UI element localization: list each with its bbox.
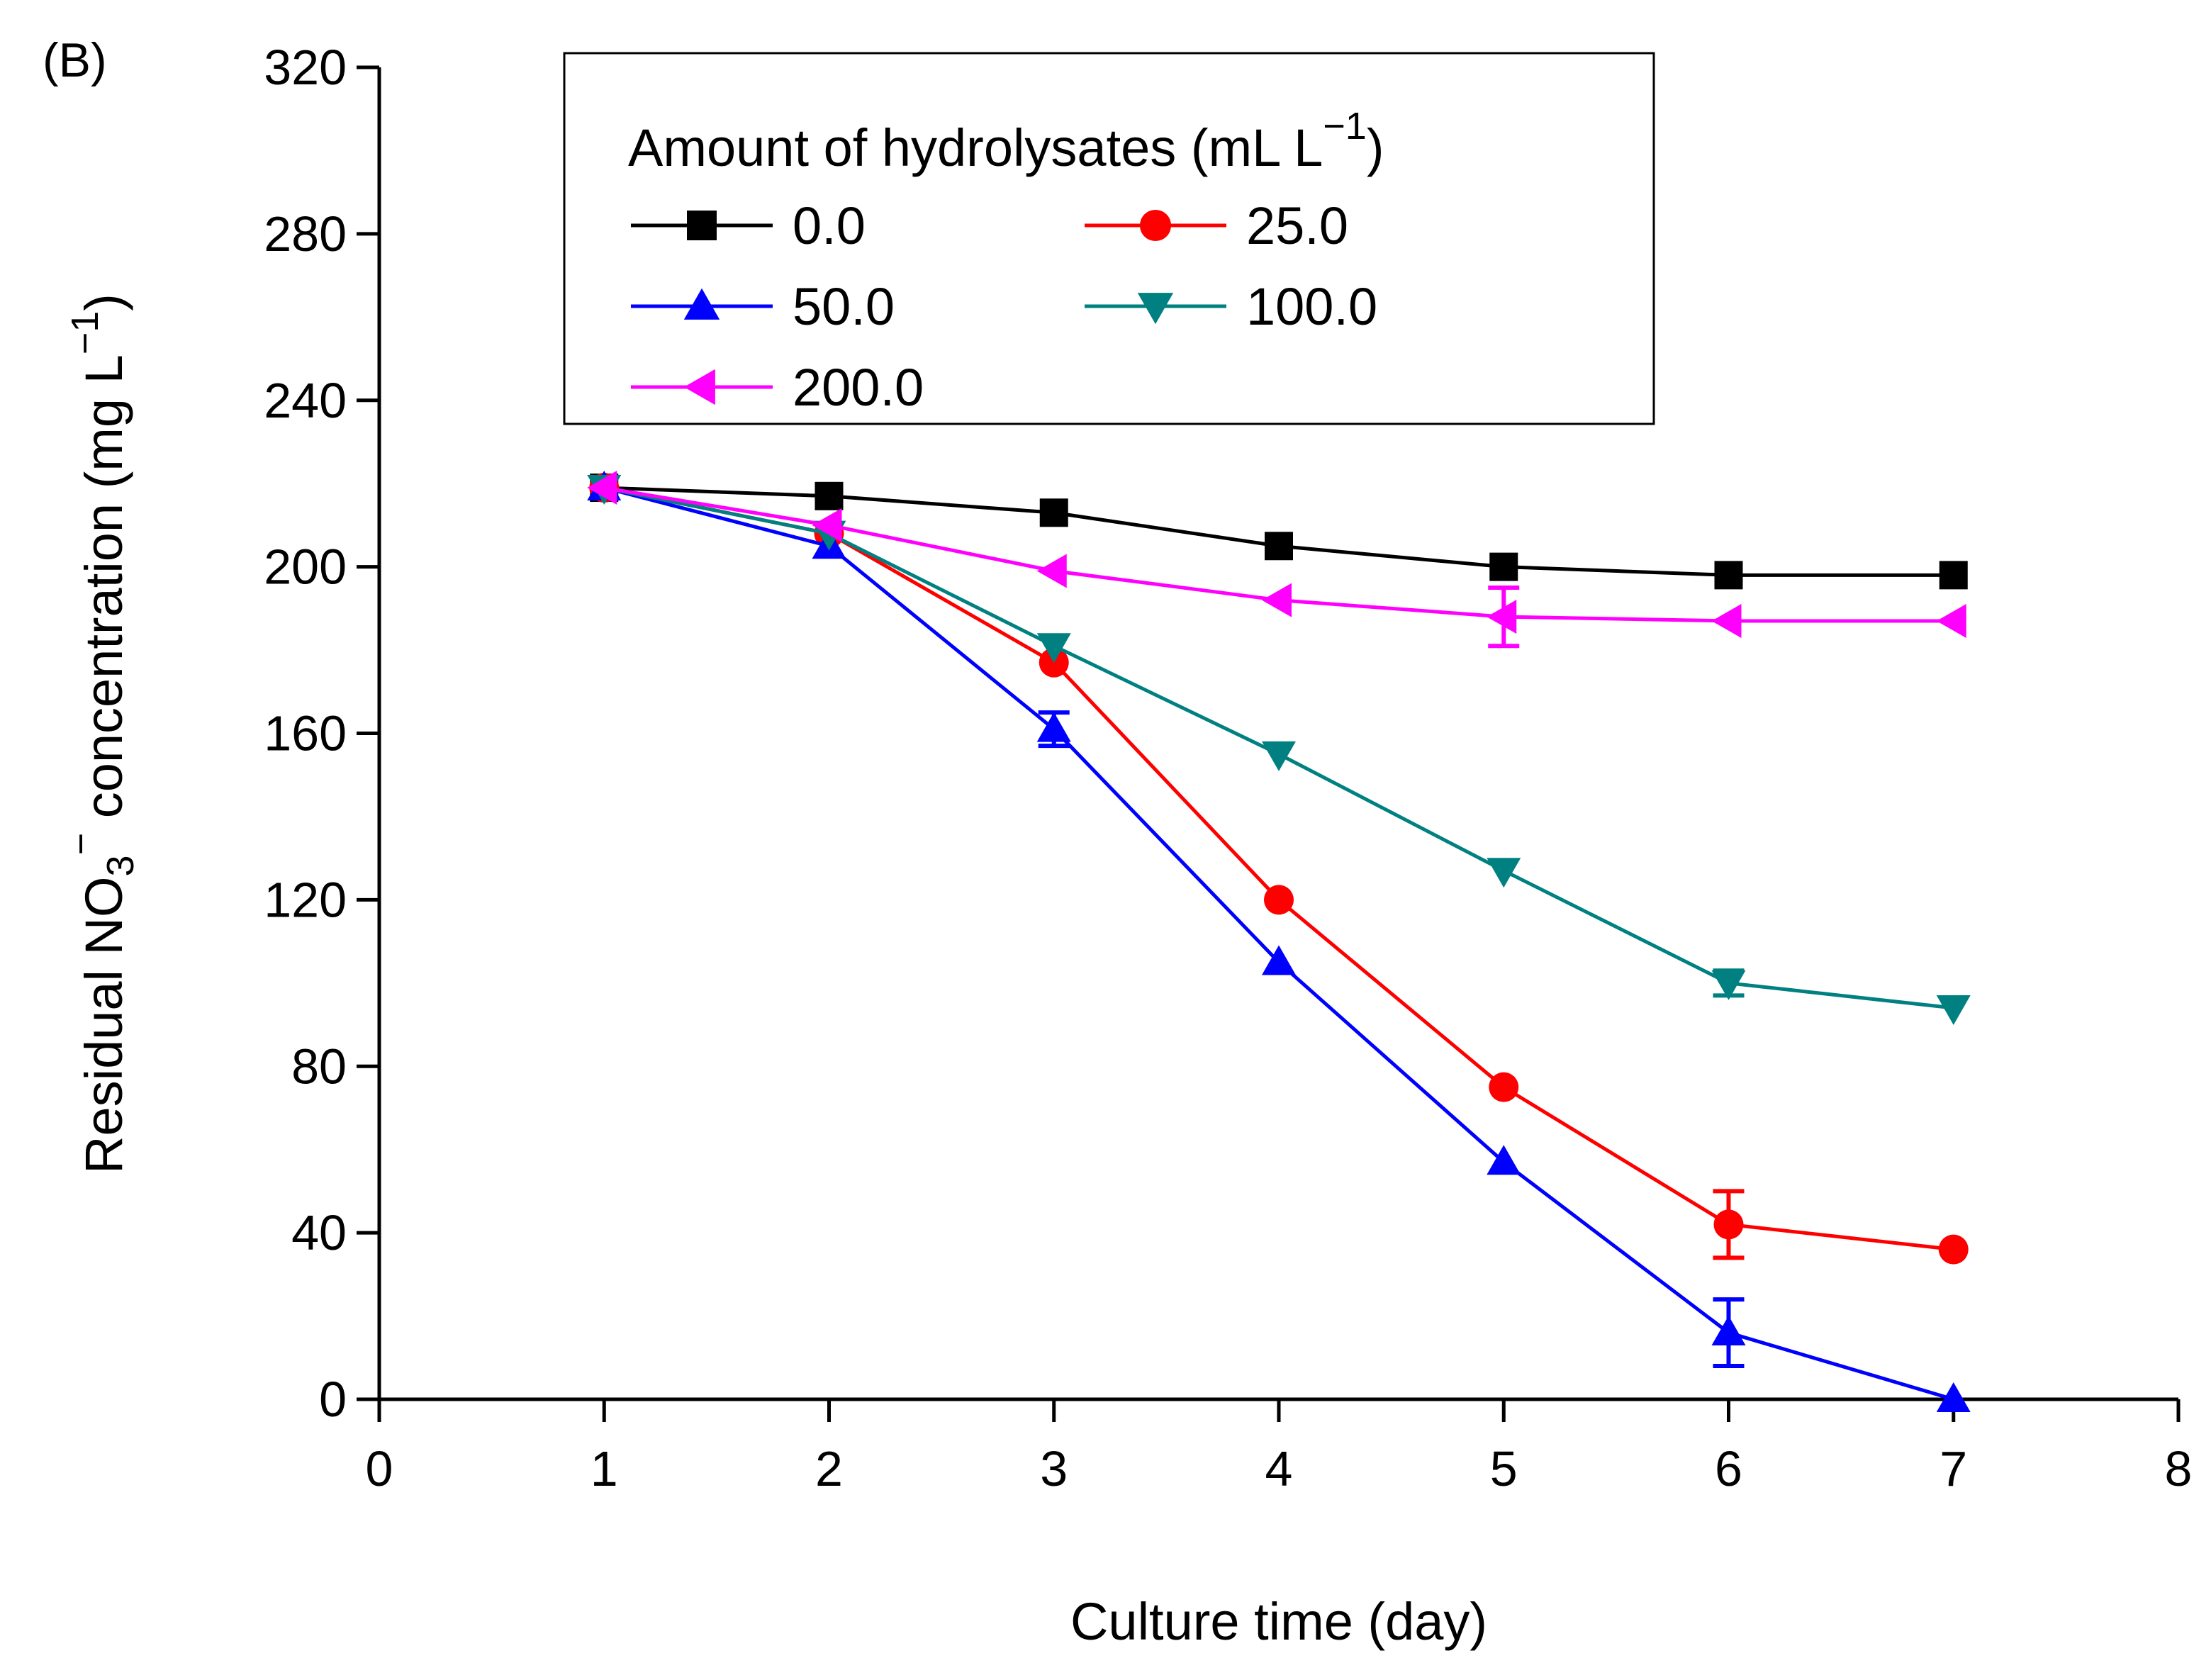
y-label-rest: concentration (mg L	[74, 354, 133, 833]
legend-entry-0.0: 0.0	[631, 196, 866, 255]
legend-entry-200.0: 200.0	[631, 358, 924, 417]
legend-box	[563, 52, 1655, 425]
data-point	[1714, 561, 1743, 590]
legend: Amount of hydrolysates (mL L−1) 0.0 25.0 5…	[563, 52, 1655, 425]
x-tick-label: 7	[1939, 1441, 1967, 1496]
data-point	[1036, 554, 1067, 588]
data-point	[1262, 583, 1292, 617]
panel-label: (B)	[43, 33, 107, 87]
data-point	[1936, 995, 1971, 1026]
x-tick-label: 4	[1265, 1441, 1293, 1496]
y-label-close: )	[74, 293, 133, 311]
legend-label: 100.0	[1246, 277, 1377, 336]
y-tick-label: 40	[291, 1205, 347, 1260]
data-point	[812, 508, 842, 542]
y-tick-label: 120	[264, 872, 347, 927]
y-label-sub: 3	[99, 855, 142, 876]
x-ticks: 0 1 2 3 4 5 6 7 8	[366, 1399, 2193, 1496]
y-axis: 0 40 80 120 160 200 240 280 320	[264, 40, 381, 1427]
data-point	[1036, 712, 1071, 742]
y-tick-label: 200	[264, 539, 347, 595]
y-label-unit-sup: −1	[64, 311, 106, 355]
legend-label: 50.0	[793, 277, 895, 336]
legend-label: 25.0	[1246, 196, 1348, 255]
y-ticks: 0 40 80 120 160 200 240 280 320	[264, 40, 379, 1427]
data-point	[1039, 498, 1068, 527]
legend-entry-25.0: 25.0	[1085, 196, 1348, 255]
x-axis-label: Culture time (day)	[1070, 1592, 1487, 1651]
legend-marker	[687, 211, 717, 240]
series-line	[604, 486, 1954, 577]
series-50.0	[587, 471, 1971, 1412]
legend-marker	[683, 288, 720, 320]
series-line	[603, 486, 1954, 1401]
legend-title-sup: −1	[1323, 105, 1367, 147]
x-tick-label: 2	[815, 1441, 843, 1496]
x-tick-label: 8	[2165, 1441, 2193, 1496]
y-tick-label: 160	[264, 706, 347, 761]
data-point	[1487, 1145, 1521, 1175]
data-point	[1036, 633, 1071, 663]
data-point	[1487, 600, 1517, 634]
data-point	[1489, 552, 1518, 581]
x-tick-label: 1	[590, 1441, 618, 1496]
legend-entry-50.0: 50.0	[631, 277, 895, 336]
plot-series	[587, 471, 1971, 1412]
legend-title-close: )	[1367, 118, 1384, 177]
legend-entry-100.0: 100.0	[1085, 277, 1377, 336]
legend-entries: 0.0 25.0 50.0 100.0 200.0	[631, 196, 1377, 417]
x-tick-label: 3	[1040, 1441, 1068, 1496]
series-0.0	[590, 474, 1968, 590]
data-point	[1711, 970, 1746, 1000]
legend-marker	[1139, 209, 1172, 242]
data-point	[587, 471, 617, 505]
y-tick-label: 0	[319, 1372, 347, 1427]
y-tick-label: 320	[264, 40, 347, 95]
data-point	[815, 481, 844, 510]
series-200.0	[587, 471, 1966, 649]
legend-title-main: Amount of hydrolysates (mL L	[628, 118, 1323, 177]
x-axis: 0 1 2 3 4 5 6 7 8	[366, 1397, 2193, 1496]
data-point	[1711, 1316, 1746, 1346]
y-label-main: Residual NO	[74, 876, 133, 1174]
y-label-sup: −	[60, 833, 102, 856]
x-tick-label: 6	[1715, 1441, 1742, 1496]
data-point	[1265, 532, 1293, 561]
data-point	[1487, 858, 1521, 888]
data-point	[1262, 945, 1296, 975]
data-point	[1264, 885, 1294, 915]
data-point	[1936, 1382, 1971, 1412]
data-point	[1938, 1234, 1969, 1265]
y-tick-label: 280	[264, 206, 347, 262]
legend-label: 0.0	[793, 196, 866, 255]
x-tick-label: 5	[1490, 1441, 1518, 1496]
legend-label: 200.0	[793, 358, 924, 417]
data-point	[1939, 561, 1968, 590]
data-point	[1713, 1209, 1744, 1240]
x-tick-label: 0	[366, 1441, 393, 1496]
y-tick-label: 80	[291, 1038, 347, 1094]
data-point	[1489, 1072, 1519, 1102]
legend-marker	[1137, 293, 1174, 325]
data-point	[1711, 603, 1742, 638]
data-point	[1936, 603, 1966, 638]
legend-marker	[683, 369, 715, 405]
legend-title: Amount of hydrolysates (mL L−1)	[628, 105, 1384, 177]
y-tick-label: 240	[264, 373, 347, 428]
y-axis-label: Residual NO3− concentration (mg L−1)	[60, 293, 142, 1174]
data-point	[1262, 741, 1296, 771]
